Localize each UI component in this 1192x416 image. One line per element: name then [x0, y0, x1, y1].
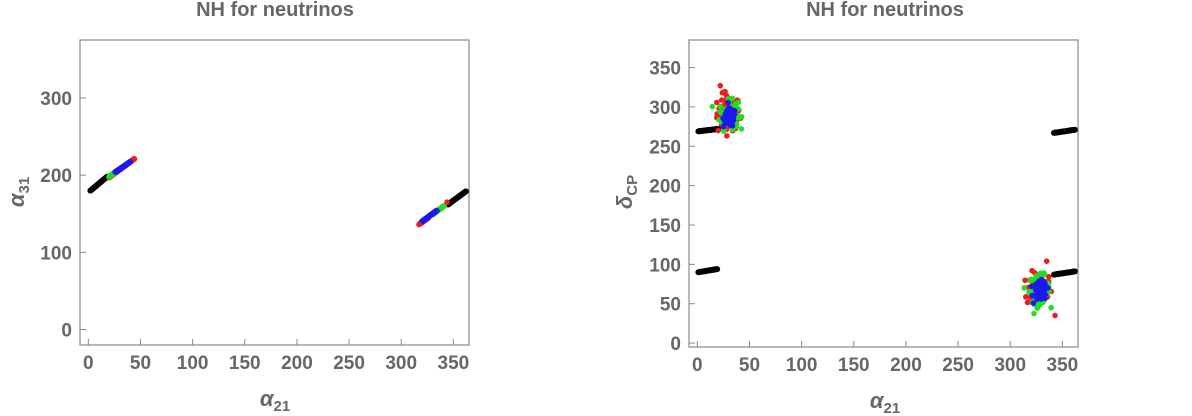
left-plot-frame [80, 40, 469, 345]
left-panel: NH for neutrinos 0 50 100 150 200 250 300 350 0… [4, 0, 469, 415]
red-point [1029, 268, 1035, 274]
green-point [1031, 311, 1037, 317]
blue-point [1042, 290, 1048, 296]
x-tick-label: 350 [438, 353, 470, 374]
right-chart-title: NH for neutrinos [806, 0, 964, 21]
x-tick-label: 300 [994, 355, 1026, 376]
left-y-axis: 0 100 200 300 [40, 89, 86, 342]
black-point [1072, 268, 1078, 274]
red-point [416, 222, 422, 228]
red-point [724, 133, 730, 139]
green-point [717, 104, 723, 110]
left-x-axis-label: α21 [260, 386, 290, 415]
left-chart-title: NH for neutrinos [196, 0, 354, 21]
y-tick-label: 250 [649, 137, 681, 158]
right-panel: NH for neutrinos 0 50 100 150 200 250 300 350 0… [612, 0, 1078, 416]
y-tick-label: 350 [649, 59, 681, 80]
green-point [735, 100, 741, 106]
x-tick-label: 300 [385, 353, 417, 374]
blue-point [727, 111, 733, 117]
red-point [717, 83, 723, 89]
right-x-axis-label: α21 [870, 388, 900, 416]
blue-point [127, 159, 133, 165]
y-tick-label: 300 [40, 89, 72, 110]
green-point [739, 126, 745, 132]
right-x-axis: 0 50 100 150 200 250 300 350 [692, 341, 1078, 376]
right-y-axis: 0 50 100 150 200 250 300 350 [649, 59, 695, 356]
x-tick-label: 350 [1047, 355, 1079, 376]
black-point [1072, 127, 1078, 133]
y-tick-label: 0 [670, 334, 681, 355]
x-tick-label: 50 [130, 353, 151, 374]
y-tick-label: 100 [40, 243, 72, 264]
x-tick-label: 200 [281, 353, 313, 374]
y-tick-label: 50 [660, 295, 681, 316]
red-point [720, 90, 726, 96]
y-tick-label: 200 [649, 177, 681, 198]
y-tick-label: 200 [40, 166, 72, 187]
right-plot-frame [689, 40, 1078, 347]
x-tick-label: 100 [786, 355, 818, 376]
blue-point [434, 208, 440, 214]
x-tick-label: 250 [942, 355, 974, 376]
green-point [1048, 305, 1054, 311]
x-tick-label: 250 [333, 353, 365, 374]
blue-point [726, 100, 732, 106]
red-point [715, 128, 721, 134]
x-tick-label: 50 [739, 355, 760, 376]
x-tick-label: 150 [229, 353, 261, 374]
red-point [1023, 294, 1029, 300]
red-point [1022, 277, 1028, 283]
left-data-marks [87, 156, 468, 227]
green-point [709, 104, 715, 110]
green-point [739, 114, 745, 120]
blue-point [725, 106, 731, 112]
red-point [1044, 258, 1050, 264]
y-tick-label: 150 [649, 216, 681, 237]
blue-point [1041, 279, 1047, 285]
x-tick-label: 0 [692, 355, 703, 376]
green-point [1022, 285, 1028, 291]
black-point [714, 266, 720, 272]
blue-point [1037, 295, 1043, 301]
y-tick-label: 300 [649, 98, 681, 119]
right-data-marks [695, 83, 1077, 318]
x-tick-label: 100 [177, 353, 209, 374]
red-point [444, 199, 450, 205]
right-y-axis-label: δCP [612, 175, 641, 209]
y-tick-label: 0 [61, 321, 72, 342]
left-y-axis-label: α31 [4, 177, 33, 207]
black-point [463, 188, 469, 194]
x-tick-label: 0 [83, 353, 94, 374]
x-tick-label: 200 [890, 355, 922, 376]
y-tick-label: 100 [649, 255, 681, 276]
blue-point [729, 117, 735, 123]
left-x-axis: 0 50 100 150 200 250 300 350 [83, 339, 469, 374]
x-tick-label: 150 [838, 355, 870, 376]
red-point [1052, 313, 1058, 319]
